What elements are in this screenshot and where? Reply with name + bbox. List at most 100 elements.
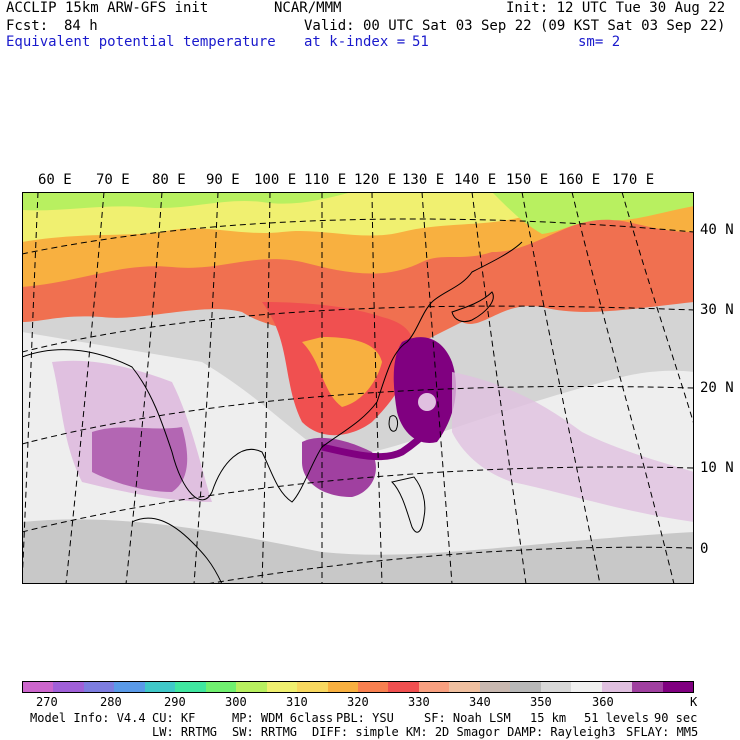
meridian-90e: [193, 192, 219, 584]
lw-scheme: LW: RRTMG: [152, 725, 218, 739]
pbl-scheme: PBL: YSU: [336, 711, 394, 725]
lon-label-120e: 120 E: [354, 172, 397, 188]
parallel-30n: [22, 305, 694, 353]
colorbar-tick-360: 360: [592, 695, 614, 709]
parallel-0: [203, 546, 694, 584]
colorbar-tick-310: 310: [286, 695, 308, 709]
colorbar-swatch: [236, 682, 267, 692]
meridian-80e: [125, 192, 163, 584]
indonesia-coast: [131, 517, 223, 584]
theta-e-map: [22, 192, 694, 584]
japan-coast: [451, 291, 494, 323]
lon-label-60e: 60 E: [38, 172, 72, 188]
lon-label-110e: 110 E: [304, 172, 347, 188]
taiwan-coast: [388, 415, 399, 432]
colorbar-tick-320: 320: [347, 695, 369, 709]
meridian-130e: [421, 192, 453, 584]
lat-label-20n: 20 N: [700, 380, 734, 396]
lat-label-40n: 40 N: [700, 222, 734, 238]
vertical-levels: 51 levels: [584, 711, 650, 725]
init-time: Init: 12 UTC Tue 30 Aug 22: [506, 0, 726, 16]
moist-region-pacific: [452, 372, 694, 522]
colorbar-swatch: [601, 682, 633, 692]
colorbar-tick-300: 300: [225, 695, 247, 709]
lat-label-10n: 10 N: [700, 460, 734, 476]
colorbar-tick-330: 330: [408, 695, 430, 709]
lon-label-70e: 70 E: [96, 172, 130, 188]
meridian-150e: [521, 192, 601, 584]
meridian-100e: [261, 192, 271, 584]
map-panel: [22, 192, 694, 584]
lon-label-160e: 160 E: [558, 172, 601, 188]
lon-label-140e: 140 E: [454, 172, 497, 188]
smoothing: sm= 2: [578, 34, 621, 50]
meridian-140e: [471, 192, 527, 584]
sw-scheme: SW: RRTMG: [232, 725, 298, 739]
parallel-10n: [22, 466, 694, 533]
meridian-170e: [621, 192, 694, 427]
graticule: [22, 192, 694, 584]
org-label: NCAR/MMM: [274, 0, 342, 16]
coastlines: [22, 241, 523, 584]
level-label: at k-index =: [304, 34, 406, 50]
grid-resolution: 15 km: [530, 711, 567, 725]
typhoon-eye: [418, 393, 436, 411]
lat-label-30n: 30 N: [700, 302, 734, 318]
forecast-label: Fcst:: [6, 18, 49, 34]
typhoon-core: [393, 337, 457, 443]
colorbar-swatch: [418, 682, 450, 692]
colorbar-swatch: [479, 682, 511, 692]
model-info: Model Info: V4.4: [30, 711, 146, 725]
colorbar-tick-280: 280: [100, 695, 122, 709]
moist-core-bay: [92, 427, 188, 492]
colorbar-swatch: [388, 682, 419, 692]
lon-label-130e: 130 E: [402, 172, 445, 188]
map-border: [22, 192, 694, 584]
philippines-coast: [391, 476, 426, 533]
field-name: Equivalent potential temperature: [6, 34, 276, 50]
colorbar-swatch: [205, 682, 237, 692]
colorbar-swatch: [571, 682, 602, 692]
warm-region-green-ne: [492, 192, 694, 234]
colorbar-swatch: [23, 682, 54, 692]
sflay-scheme: SFLAY: MM5: [626, 725, 699, 739]
forecast-hour: 84 h: [64, 18, 98, 34]
lon-label-90e: 90 E: [206, 172, 240, 188]
lon-label-170e: 170 E: [612, 172, 655, 188]
colorbar-tick-290: 290: [164, 695, 186, 709]
typhoon-spiral-band: [321, 424, 435, 461]
colorbar-swatch: [144, 682, 176, 692]
model-title: ACCLIP 15km ARW-GFS init: [6, 0, 209, 16]
lat-label-0: 0: [700, 541, 709, 557]
level-value: 51: [412, 34, 429, 50]
colorbar-swatch: [175, 682, 206, 692]
cu-scheme: CU: KF: [152, 711, 196, 725]
lon-label-80e: 80 E: [152, 172, 186, 188]
colorbar-swatch: [266, 682, 298, 692]
colorbar-swatch: [540, 682, 572, 692]
colorbar-swatch: [662, 682, 693, 692]
diff-scheme: DIFF: simple KM: 2D Smagor DAMP: Rayleig…: [312, 725, 616, 739]
colorbar-unit: K: [690, 695, 698, 709]
parallel-20n: [22, 385, 694, 445]
colorbar-swatch: [83, 682, 115, 692]
sf-scheme: SF: Noah LSM: [424, 711, 511, 725]
colorbar-swatch: [510, 682, 541, 692]
lon-label-150e: 150 E: [506, 172, 549, 188]
mp-scheme: MP: WDM 6class: [232, 711, 334, 725]
equatorial-grey: [22, 519, 694, 584]
meridian-70e: [65, 192, 105, 584]
meridian-160e: [571, 192, 675, 584]
colorbar-swatch: [357, 682, 389, 692]
colorbar-tick-340: 340: [469, 695, 491, 709]
colorbar-swatch: [449, 682, 480, 692]
meridian-120e: [371, 192, 383, 584]
colorbar-swatch: [632, 682, 663, 692]
asian-coastline: [22, 241, 523, 503]
colorbar-swatch: [327, 682, 358, 692]
colorbar-tick-270: 270: [36, 695, 58, 709]
valid-time: Valid: 00 UTC Sat 03 Sep 22 (09 KST Sat …: [304, 18, 726, 34]
colorbar-swatch: [297, 682, 328, 692]
colorbar: [22, 681, 694, 693]
colorbar-swatch: [53, 682, 84, 692]
